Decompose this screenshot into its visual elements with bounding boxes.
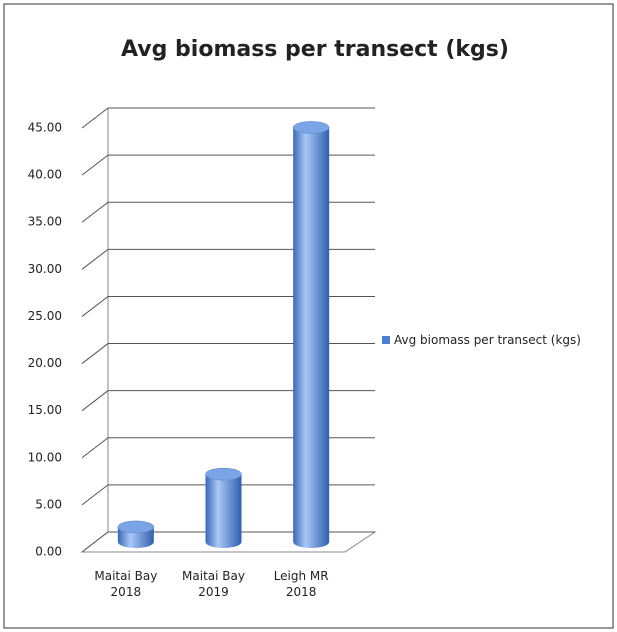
x-tick-label: Leigh MR 2018 — [273, 569, 329, 599]
y-tick-label: 15.00 — [28, 403, 62, 417]
cylinder-top — [205, 467, 242, 481]
grid-line — [81, 295, 375, 317]
x-tick-label: Maitai Bay 2019 — [182, 569, 245, 599]
grid-line — [81, 484, 375, 506]
y-tick-label: 0.00 — [35, 545, 62, 559]
y-tick-label: 10.00 — [28, 450, 62, 464]
y-tick-label: 40.00 — [28, 168, 62, 182]
legend-swatch — [382, 336, 390, 344]
y-tick-label: 35.00 — [28, 215, 62, 229]
y-tick-label: 45.00 — [28, 121, 62, 135]
grid-line — [81, 390, 375, 412]
cylinder-top — [292, 121, 330, 134]
y-tick-label: 20.00 — [28, 356, 62, 370]
grid-line — [81, 107, 375, 129]
y-tick-label: 25.00 — [28, 309, 62, 323]
chart-title: Avg biomass per transect (kgs) — [121, 37, 509, 62]
grid-line — [81, 248, 375, 270]
x-tick-label: Maitai Bay 2018 — [94, 569, 158, 599]
cylinder — [205, 474, 242, 548]
cylinder — [293, 127, 330, 548]
y-tick-label: 5.00 — [35, 497, 62, 511]
y-tick-label: 30.00 — [28, 262, 62, 276]
grid-line — [81, 154, 375, 176]
grid-line — [81, 437, 375, 459]
cylinder-top — [117, 520, 155, 534]
grid-line — [81, 531, 375, 553]
grid-line — [81, 201, 375, 223]
legend-label: Avg biomass per transect (kgs) — [394, 333, 581, 347]
grid-line — [81, 343, 375, 364]
